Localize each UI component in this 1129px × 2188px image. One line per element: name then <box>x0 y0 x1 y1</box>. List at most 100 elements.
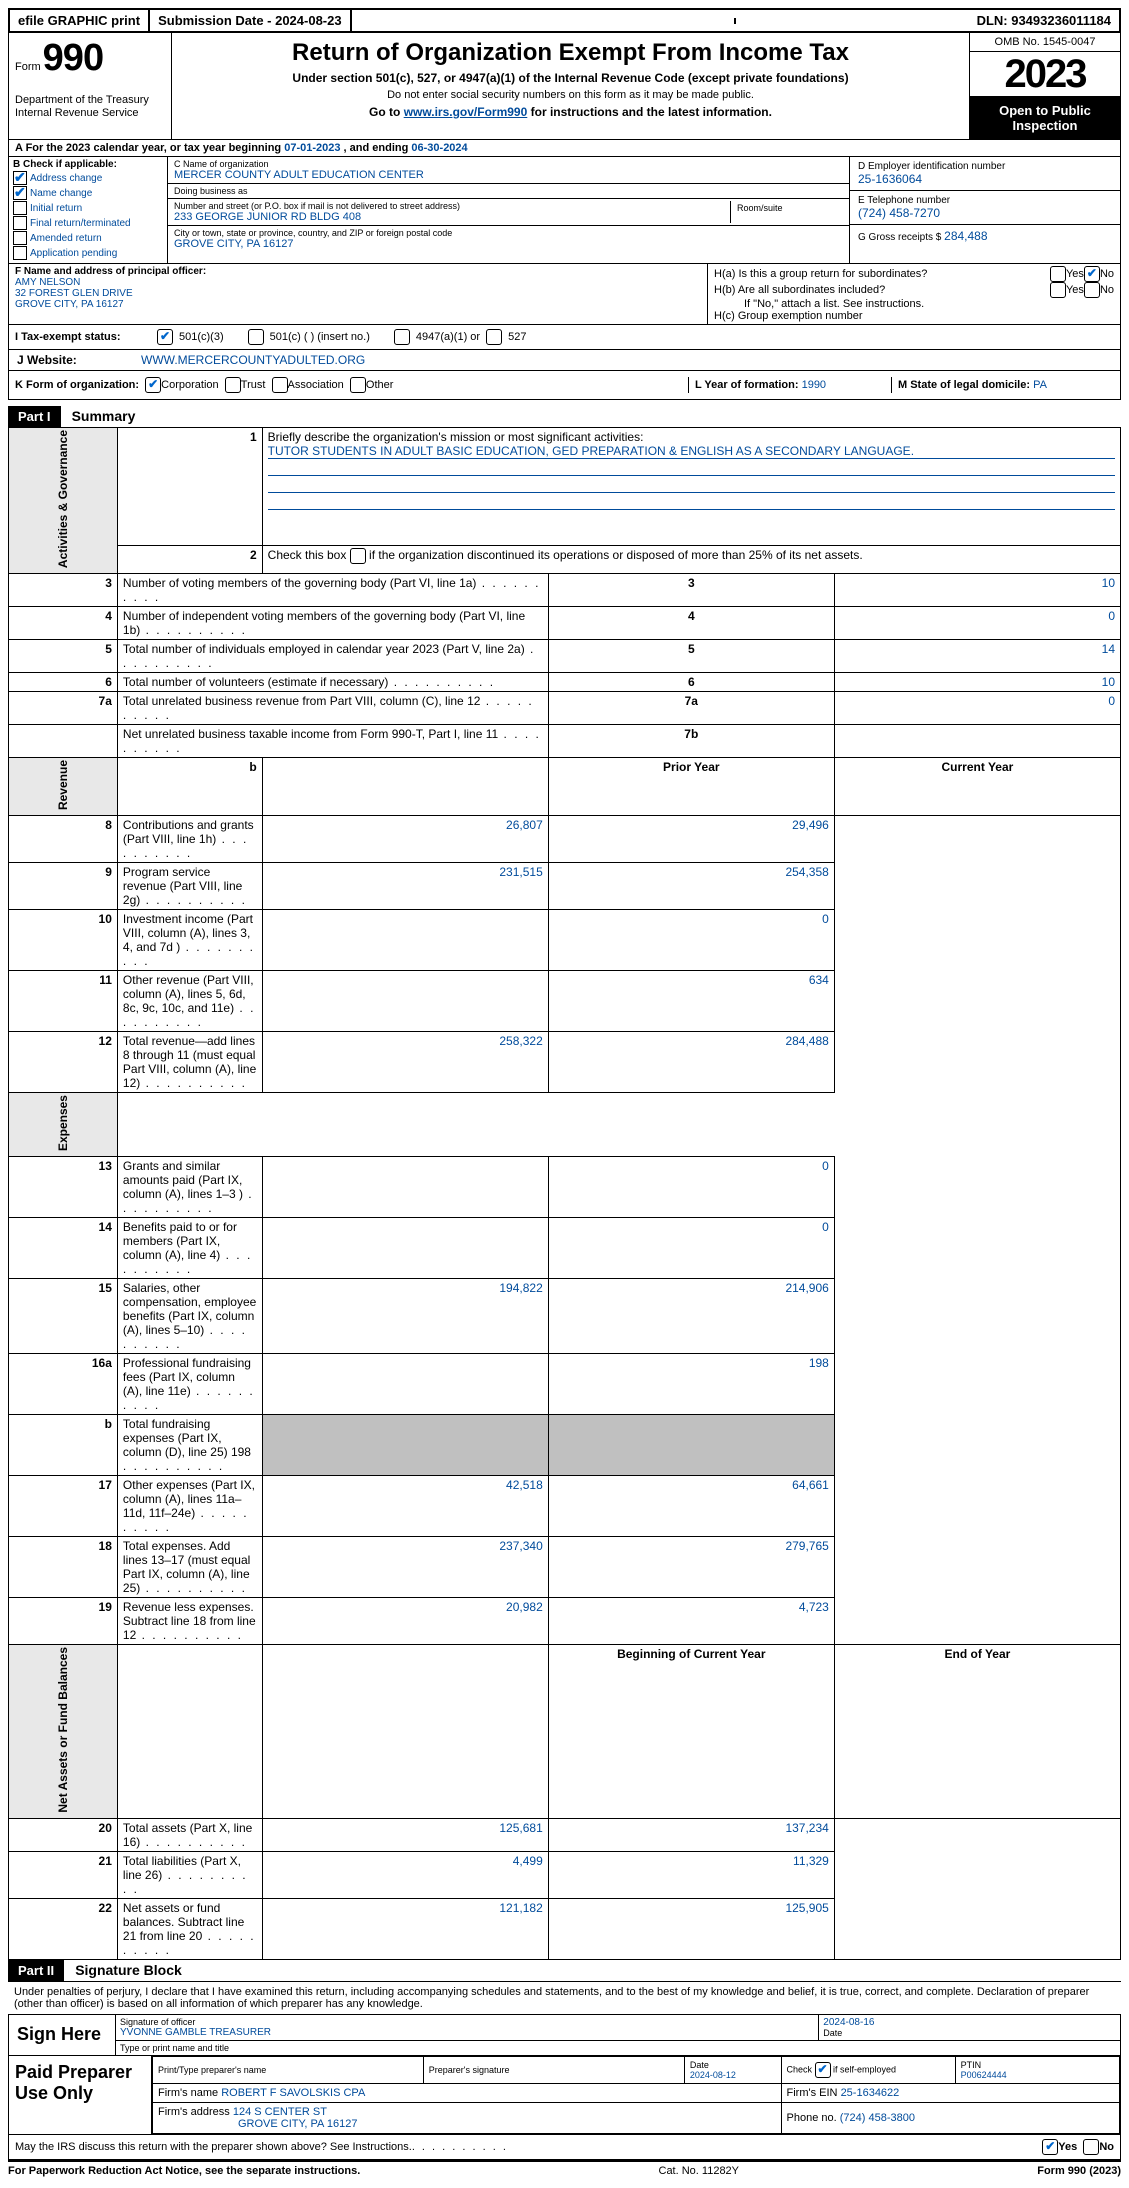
line-label: Grants and similar amounts paid (Part IX… <box>117 1157 262 1218</box>
chk-527[interactable] <box>486 329 502 345</box>
efile-print[interactable]: efile GRAPHIC print <box>10 10 150 31</box>
discuss-row: May the IRS discuss this return with the… <box>8 2135 1121 2160</box>
discuss-no[interactable] <box>1083 2139 1099 2155</box>
line-label: Total expenses. Add lines 13–17 (must eq… <box>117 1537 262 1598</box>
current-val: 284,488 <box>548 1032 834 1093</box>
prior-val <box>262 1157 548 1218</box>
efile-graphic-text: efile GRAPHIC print <box>18 13 140 28</box>
part1-header-row: Part I Summary <box>8 406 1121 427</box>
page-footer: For Paperwork Reduction Act Notice, see … <box>8 2160 1121 2180</box>
line-label: Total number of volunteers (estimate if … <box>117 673 548 692</box>
summary-table: Activities & Governance 1 Briefly descri… <box>8 427 1121 1960</box>
summary-exp-row: 19 Revenue less expenses. Subtract line … <box>9 1598 1121 1645</box>
side-netassets: Net Assets or Fund Balances <box>9 1645 118 1819</box>
line-label: Revenue less expenses. Subtract line 18 … <box>117 1598 262 1645</box>
hc-label: H(c) Group exemption number <box>714 310 1114 322</box>
net-header-label <box>262 1645 548 1819</box>
527-text: 527 <box>508 331 526 343</box>
line-box: 4 <box>548 607 834 640</box>
prior-val <box>262 1415 548 1476</box>
prior-val: 194,822 <box>262 1279 548 1354</box>
ptin-label: PTIN <box>961 2060 982 2070</box>
line-label: Program service revenue (Part VIII, line… <box>117 863 262 910</box>
prep-date: 2024-08-12 <box>690 2070 736 2080</box>
line-label: Other expenses (Part IX, column (A), lin… <box>117 1476 262 1537</box>
chk-corp[interactable] <box>145 377 161 393</box>
mission-line4 <box>268 495 1115 510</box>
ha-no[interactable] <box>1084 266 1100 282</box>
summary-gov-row: 4 Number of independent voting members o… <box>9 607 1121 640</box>
box-b-label: B Check if applicable: <box>13 159 163 170</box>
type-name-label: Type or print name and title <box>116 2040 1120 2055</box>
ein-value: 25-1636064 <box>858 172 1112 186</box>
discuss-yes[interactable] <box>1042 2139 1058 2155</box>
part2-title: Signature Block <box>67 1960 190 1980</box>
chk-assoc[interactable] <box>272 377 288 393</box>
declaration-text: Under penalties of perjury, I declare th… <box>8 1981 1121 2014</box>
form-number-box: Form 990 Department of the Treasury Inte… <box>9 33 172 139</box>
prior-val: 42,518 <box>262 1476 548 1537</box>
summary-net-row: 20 Total assets (Part X, line 16) 125,68… <box>9 1818 1121 1851</box>
prep-date-label: Date <box>690 2060 709 2070</box>
current-val: 64,661 <box>548 1476 834 1537</box>
summary-exp-row: b Total fundraising expenses (Part IX, c… <box>9 1415 1121 1476</box>
chk-4947[interactable] <box>394 329 410 345</box>
firm-addr2: GROVE CITY, PA 16127 <box>158 2118 357 2130</box>
hb-no[interactable] <box>1084 282 1100 298</box>
line-num: 8 <box>9 816 118 863</box>
form-title: Return of Organization Exempt From Incom… <box>182 39 959 67</box>
irs-link[interactable]: www.irs.gov/Form990 <box>404 105 528 119</box>
box-b-check-3[interactable] <box>13 216 27 230</box>
chk-501c3[interactable] <box>157 329 173 345</box>
part1-tag: Part I <box>8 406 61 427</box>
firm-name: ROBERT F SAVOLSKIS CPA <box>221 2087 365 2099</box>
prior-val: 20,982 <box>262 1598 548 1645</box>
chk-501c[interactable] <box>248 329 264 345</box>
current-val: 11,329 <box>548 1851 834 1898</box>
chk-trust[interactable] <box>225 377 241 393</box>
line-num: 15 <box>9 1279 118 1354</box>
side-governance: Activities & Governance <box>9 428 118 574</box>
firm-phone-cell: Phone no. (724) 458-3800 <box>781 2102 1119 2133</box>
prep-sig-label: Preparer's signature <box>423 2056 684 2083</box>
sig-date-cell: 2024-08-16 Date <box>819 2015 1120 2041</box>
line-label: Net unrelated business taxable income fr… <box>117 725 548 758</box>
hb-yes[interactable] <box>1050 282 1066 298</box>
sign-here-block: Sign Here Signature of officer YVONNE GA… <box>8 2014 1121 2056</box>
box-b-check-0[interactable] <box>13 171 27 185</box>
box-b-item: Final return/terminated <box>13 216 163 230</box>
header-center: Return of Organization Exempt From Incom… <box>172 33 969 139</box>
current-val <box>548 1415 834 1476</box>
ha-label: H(a) Is this a group return for subordin… <box>714 268 1050 280</box>
box-b-check-5[interactable] <box>13 246 27 260</box>
form-label: Form <box>15 61 41 73</box>
line1-cell: Briefly describe the organization's miss… <box>262 428 1120 546</box>
ha-yes[interactable] <box>1050 266 1066 282</box>
tax-year: 2023 <box>970 52 1120 97</box>
line-box: 5 <box>548 640 834 673</box>
prep-check-cell: Check if self-employed <box>781 2056 955 2083</box>
chk-discontinued[interactable] <box>350 548 366 564</box>
line-val: 0 <box>834 607 1120 640</box>
chk-other[interactable] <box>350 377 366 393</box>
box-b-check-1[interactable] <box>13 186 27 200</box>
box-b-item-label: Initial return <box>30 203 82 214</box>
city-value: GROVE CITY, PA 16127 <box>174 238 843 250</box>
prep-date-cell: Date 2024-08-12 <box>684 2056 781 2083</box>
line-num: 17 <box>9 1476 118 1537</box>
name-label: C Name of organization <box>174 159 843 169</box>
k-row: K Form of organization: Corporation Trus… <box>8 371 1121 400</box>
line1-num: 1 <box>117 428 262 546</box>
line-box: 6 <box>548 673 834 692</box>
line-val: 10 <box>834 574 1120 607</box>
open-to-public: Open to Public Inspection <box>970 97 1120 139</box>
prior-year-header: Prior Year <box>548 758 834 816</box>
header-sub1: Under section 501(c), 527, or 4947(a)(1)… <box>182 71 959 85</box>
row-a-pre: A For the 2023 calendar year, or tax yea… <box>15 142 284 154</box>
line-label: Benefits paid to or for members (Part IX… <box>117 1218 262 1279</box>
row-a-mid: , and ending <box>344 142 412 154</box>
line-box: 3 <box>548 574 834 607</box>
chk-self-employed[interactable] <box>815 2062 831 2078</box>
box-b-check-2[interactable] <box>13 201 27 215</box>
box-b-check-4[interactable] <box>13 231 27 245</box>
